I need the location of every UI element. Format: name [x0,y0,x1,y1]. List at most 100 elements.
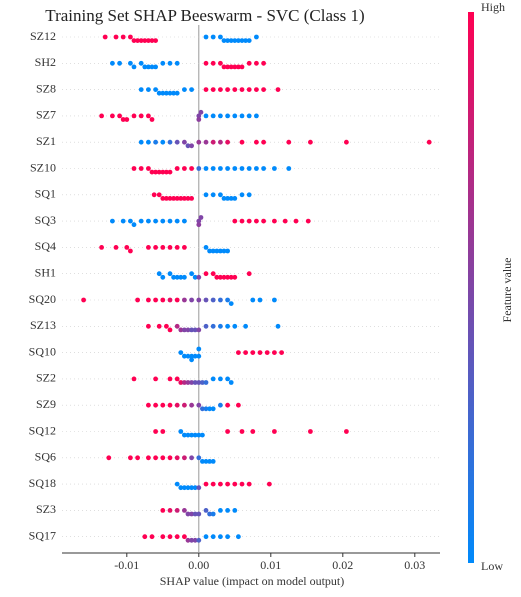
shap-dot [160,455,166,461]
shap-dot [174,402,180,408]
feature-label: SQ3 [35,213,56,227]
feature-label: SQ18 [29,476,56,490]
shap-dot [272,429,277,434]
shap-dot [110,60,115,66]
feature-label: SQ20 [29,292,56,306]
shap-dot [203,245,209,250]
shap-dot [196,117,202,122]
shap-dot [120,218,126,224]
shap-dot [275,323,281,329]
shap-dot [167,402,173,408]
shap-dot [124,117,130,122]
colorbar-high: High [481,0,505,14]
shap-dot [196,455,202,461]
shap-dot [160,245,166,250]
shap-dot [117,60,122,66]
shap-dot [210,248,216,254]
shap-dot [127,34,133,40]
shap-dot [210,60,216,66]
shap-dot [210,113,216,119]
shap-dot [308,429,313,434]
shap-dot [164,169,169,175]
shap-dot [203,139,209,145]
shap-dot [225,87,231,92]
shap-dot [174,534,180,540]
shap-dot [146,139,151,145]
shap-dot [185,511,191,517]
shap-dot [210,534,216,540]
shap-dot [167,297,173,303]
shap-dot [182,432,187,438]
shap-dot [239,87,245,92]
shap-dot [203,113,209,119]
shap-dot [225,297,231,303]
shap-dot [182,139,187,145]
x-tick-label: 0.00 [188,558,209,572]
shap-dot [196,113,202,119]
shap-dot [156,169,162,175]
shap-dot [286,166,292,171]
shap-dot [203,534,209,540]
shap-dot [218,87,223,92]
shap-dot [189,143,195,149]
shap-dot [189,455,195,461]
shap-dot [225,402,231,408]
shap-dot [236,350,241,355]
shap-dot [153,429,159,434]
shap-dot [192,432,198,438]
shap-dot [308,139,313,145]
shap-dot [167,196,173,201]
shap-dot [261,139,266,145]
shap-dot [210,376,216,382]
shap-dot [232,38,238,43]
shap-dot [246,38,252,43]
shap-dot [203,60,209,66]
shap-dot [239,166,245,171]
x-tick-label: 0.03 [404,558,425,572]
feature-label: SZ9 [36,397,56,411]
shap-dot [167,508,173,513]
shap-dot [160,218,166,224]
chart-title: Training Set SHAP Beeswarm - SVC (Class … [45,6,364,25]
shap-dot [138,87,144,92]
shap-dot [257,350,263,355]
shap-dot [264,350,270,355]
shap-dot [218,481,223,487]
shap-dot [160,139,166,145]
shap-dot [178,429,184,434]
shap-dot [178,274,184,280]
shap-dot [174,455,180,461]
feature-label: SQ17 [29,528,56,542]
shap-dot [189,357,195,363]
shap-dot [203,508,209,513]
shap-dot [239,38,245,43]
shap-dot [160,274,166,280]
shap-dot [198,109,204,115]
shap-dot [196,485,202,491]
shap-dot [182,327,187,333]
shap-dot [149,534,155,540]
shap-dot [164,323,169,329]
shap-dot [138,166,144,171]
shap-dot [275,87,281,92]
shap-dot [146,38,151,43]
shap-dot [81,297,86,303]
shap-dot [236,534,241,540]
shap-dot [210,459,216,464]
shap-dot [266,481,272,487]
shap-dot [254,218,259,224]
shap-dot [167,376,173,382]
shap-dot [344,139,349,145]
shap-dot [167,169,173,175]
shap-dot [102,34,108,40]
shap-dot [221,38,227,43]
shap-dot [146,113,151,119]
feature-label: SH2 [35,55,56,69]
shap-dot [225,196,231,201]
shap-dot [146,297,151,303]
shap-dot [174,376,180,382]
shap-dot [174,481,180,487]
shap-dot [246,481,252,487]
shap-dot [218,113,223,119]
